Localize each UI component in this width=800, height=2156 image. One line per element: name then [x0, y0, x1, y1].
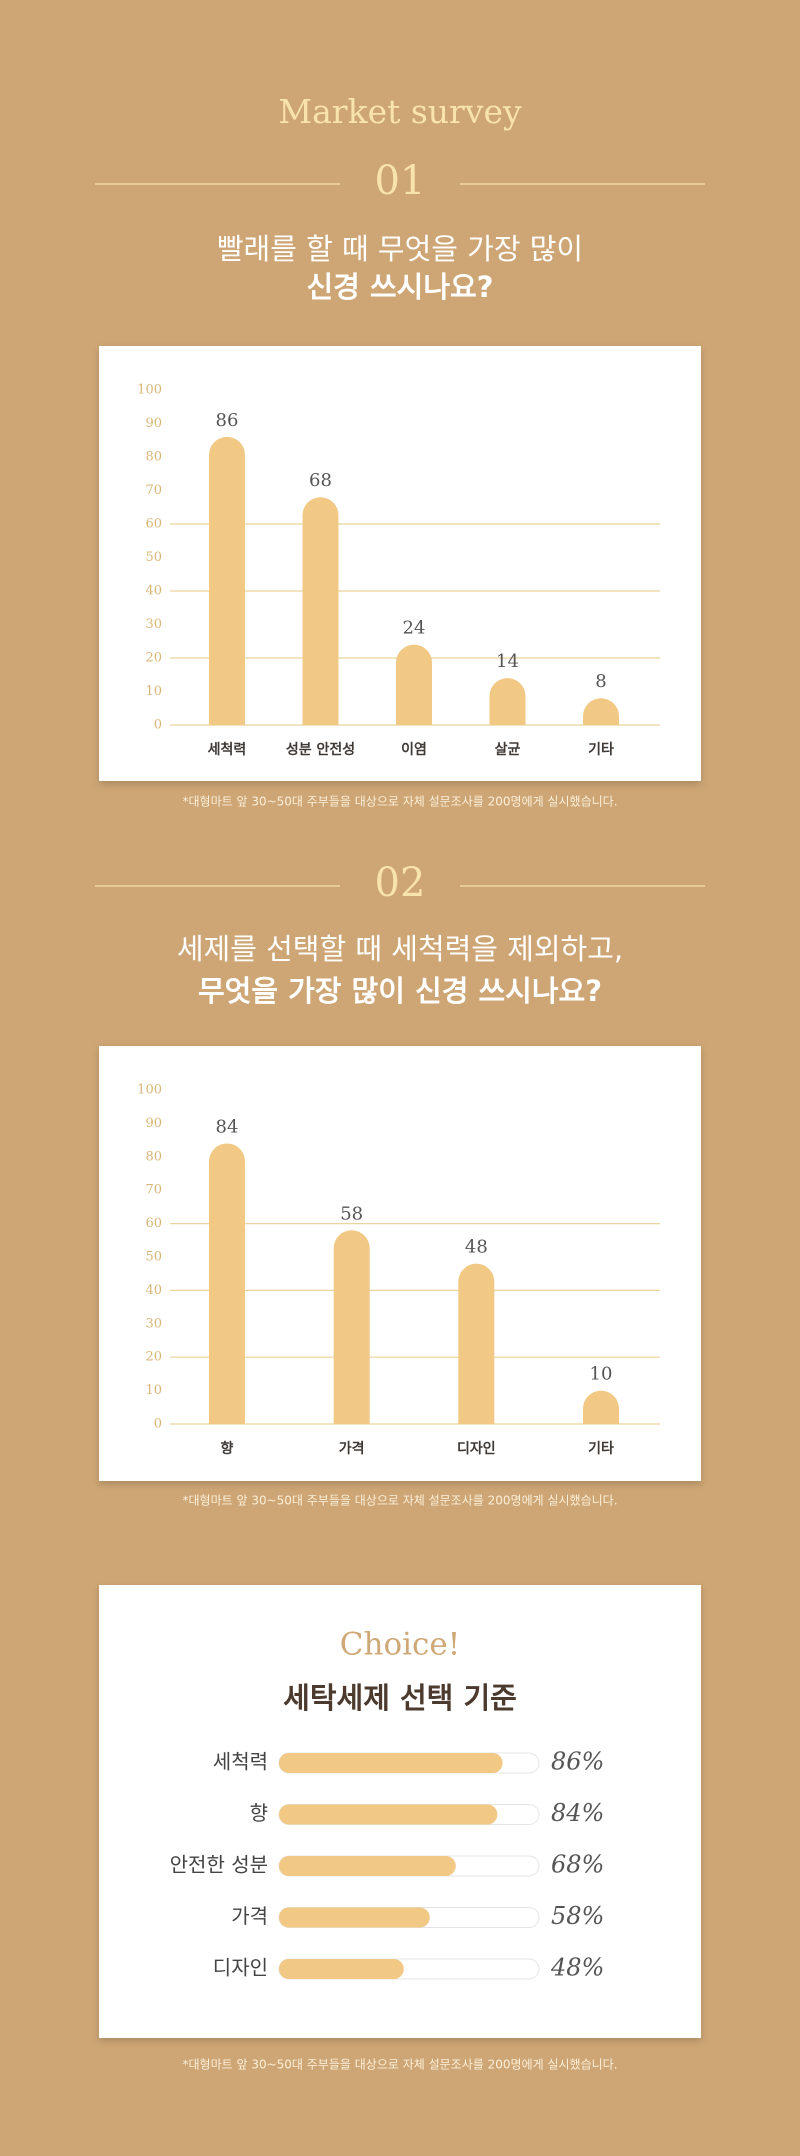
question: 무엇을 가장 많이 신경 쓰시나요? — [198, 974, 602, 1008]
section-number: 01 — [375, 158, 426, 204]
value-label: 86% — [551, 1748, 604, 1776]
value-label: 68 — [309, 470, 332, 491]
y-tick-label: 60 — [145, 517, 162, 532]
value-label: 58% — [551, 1902, 604, 1930]
y-tick-label: 50 — [145, 550, 162, 565]
x-tick-label: 세척력 — [208, 742, 247, 758]
y-tick-label: 40 — [145, 1283, 162, 1298]
value-label: 84 — [216, 1116, 239, 1137]
bar — [209, 1143, 245, 1424]
y-tick-label: 70 — [145, 1183, 162, 1198]
category-label: 향 — [250, 1801, 268, 1825]
y-tick-label: 60 — [145, 1216, 162, 1231]
bar — [302, 497, 339, 725]
bar — [279, 1753, 503, 1773]
bar — [209, 436, 245, 725]
x-tick-label: 향 — [221, 1440, 234, 1457]
value-label: 48 — [465, 1237, 488, 1258]
y-tick-label: 90 — [145, 416, 162, 431]
value-label: 24 — [403, 618, 426, 639]
x-tick-label: 가격 — [339, 1440, 365, 1457]
x-tick-label: 기타 — [588, 1441, 614, 1457]
footnote: *대형마트 앞 30~50대 주부들을 대상으로 자체 설문조사를 200명에게… — [182, 2058, 617, 2072]
y-tick-label: 30 — [145, 617, 162, 632]
x-tick-label: 살균 — [495, 741, 521, 758]
bar — [489, 678, 526, 725]
y-tick-label: 10 — [145, 1383, 162, 1398]
value-label: 86 — [216, 410, 239, 431]
bar — [583, 698, 619, 725]
bar — [279, 1907, 430, 1928]
value-label: 84% — [551, 1799, 604, 1827]
bar — [583, 1390, 619, 1424]
y-tick-label: 0 — [154, 1417, 162, 1432]
value-label: 68% — [551, 1851, 604, 1879]
y-tick-label: 30 — [145, 1316, 162, 1331]
y-tick-label: 10 — [145, 684, 162, 699]
value-label: 48% — [550, 1954, 604, 1982]
x-tick-label: 이염 — [401, 741, 427, 758]
page-title: Market survey — [278, 92, 522, 131]
bar — [333, 1230, 370, 1424]
y-tick-label: 50 — [145, 1250, 162, 1265]
y-tick-label: 80 — [145, 1149, 162, 1164]
bar — [279, 1804, 498, 1825]
value-label: 58 — [340, 1203, 363, 1224]
question: 빨래를 할 때 무엇을 가장 많이 — [217, 232, 583, 266]
x-tick-label: 디자인 — [457, 1440, 496, 1457]
category-label: 안전한 성분 — [170, 1853, 268, 1877]
bar — [458, 1263, 495, 1424]
footnote: *대형마트 앞 30~50대 주부들을 대상으로 자체 설문조사를 200명에게… — [182, 795, 617, 809]
value-label: 10 — [590, 1364, 613, 1385]
chart-subtitle: 세탁세제 선택 기준 — [283, 1681, 517, 1715]
value-label: 8 — [595, 671, 606, 692]
category-label: 가격 — [231, 1904, 268, 1928]
chart-title: Choice! — [340, 1627, 460, 1663]
question: 신경 쓰시나요? — [307, 270, 494, 304]
category-label: 세척력 — [213, 1750, 268, 1774]
x-tick-label: 성분 안전성 — [286, 741, 355, 758]
category-label: 디자인 — [213, 1956, 268, 1980]
bar — [396, 644, 432, 725]
value-label: 14 — [496, 651, 519, 672]
y-tick-label: 20 — [145, 1350, 162, 1365]
y-tick-label: 100 — [137, 383, 162, 398]
y-tick-label: 100 — [137, 1083, 162, 1098]
y-tick-label: 90 — [145, 1116, 162, 1131]
bar — [279, 1959, 404, 1979]
y-tick-label: 70 — [145, 483, 162, 498]
y-tick-label: 40 — [145, 584, 162, 599]
x-tick-label: 기타 — [588, 742, 614, 758]
y-tick-label: 0 — [154, 718, 162, 733]
bar — [279, 1856, 456, 1876]
footnote: *대형마트 앞 30~50대 주부들을 대상으로 자체 설문조사를 200명에게… — [182, 1494, 617, 1508]
question: 세제를 선택할 때 세척력을 제외하고, — [177, 932, 623, 966]
y-tick-label: 80 — [145, 450, 162, 465]
section-number: 02 — [375, 860, 426, 906]
y-tick-label: 20 — [145, 651, 162, 666]
